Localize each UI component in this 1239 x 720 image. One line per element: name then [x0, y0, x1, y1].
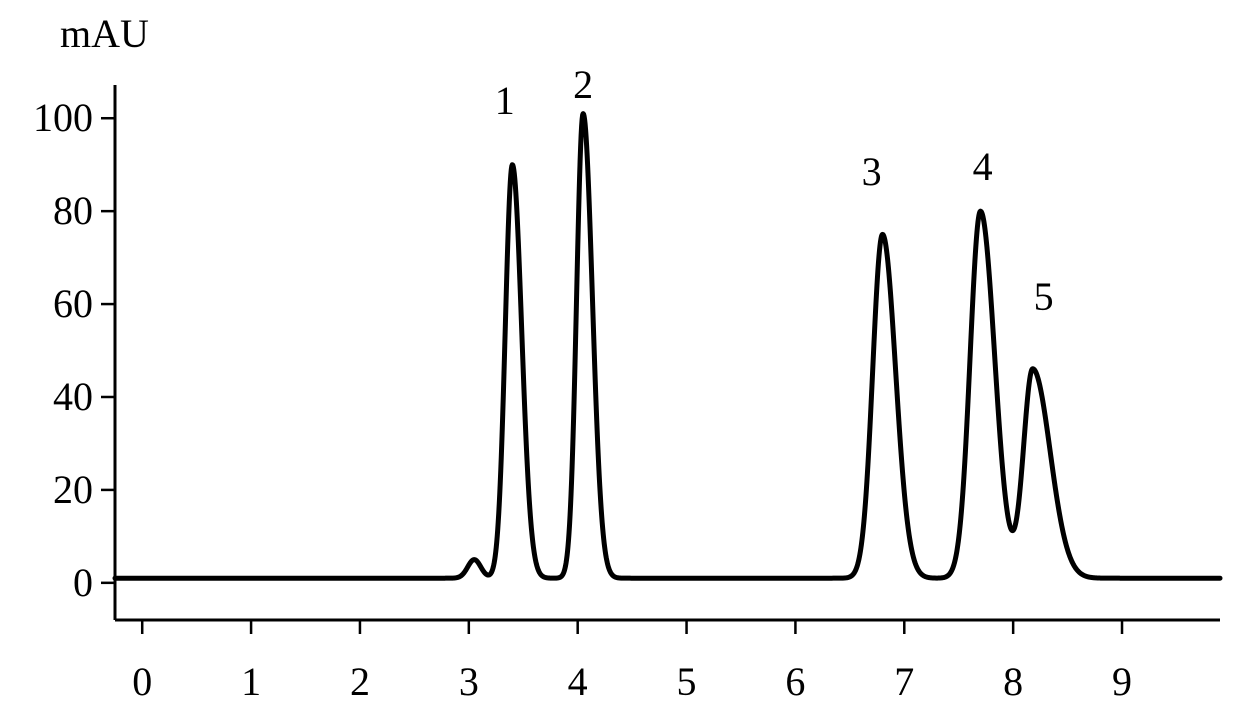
chart-svg: mAU 0 20 40 60 80 100 0 1 2 3 4 5 6 7 8 9 1 2 3 4 5	[0, 0, 1239, 720]
peak-label-2: 2	[573, 62, 593, 107]
x-tick-label: 7	[894, 659, 914, 704]
y-tick-label: 100	[33, 95, 93, 140]
x-tick-label: 1	[241, 659, 261, 704]
x-tick-label: 9	[1112, 659, 1132, 704]
x-tick-label: 0	[132, 659, 152, 704]
x-tick-label: 2	[350, 659, 370, 704]
peak-label-4: 4	[973, 144, 993, 189]
peak-label-5: 5	[1034, 274, 1054, 319]
x-tick-label: 6	[785, 659, 805, 704]
y-tick-label: 60	[53, 281, 93, 326]
chromatogram-chart: mAU 0 20 40 60 80 100 0 1 2 3 4 5 6 7 8 9 1 2 3 4 5	[0, 0, 1239, 720]
x-tick-label: 4	[568, 659, 588, 704]
y-axis-label: mAU	[60, 11, 149, 56]
peak-label-3: 3	[862, 149, 882, 194]
y-tick-label: 0	[73, 560, 93, 605]
x-tick-label: 3	[459, 659, 479, 704]
peak-label-1: 1	[495, 78, 515, 123]
y-tick-label: 80	[53, 188, 93, 233]
y-tick-label: 20	[53, 467, 93, 512]
x-tick-label: 8	[1003, 659, 1023, 704]
x-tick-label: 5	[677, 659, 697, 704]
y-tick-label: 40	[53, 374, 93, 419]
